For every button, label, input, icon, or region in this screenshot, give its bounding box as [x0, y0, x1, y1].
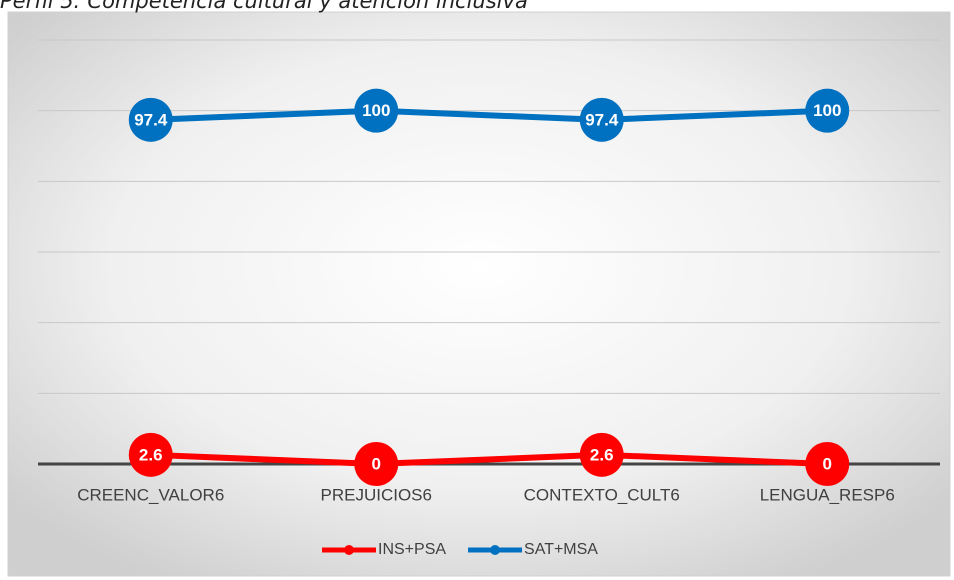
x-tick-label: CREENC_VALOR6 [77, 485, 224, 504]
legend-label: INS+PSA [378, 541, 446, 558]
x-tick-label: CONTEXTO_CULT6 [524, 485, 680, 504]
data-label: 100 [362, 101, 390, 120]
legend-marker [490, 545, 501, 555]
data-label: 0 [372, 454, 381, 473]
data-point [128, 97, 173, 142]
data-label: 97.4 [134, 110, 168, 129]
legend-label: SAT+MSA [524, 541, 598, 558]
chart-title: Perfil 5: Competencia cultural y atenció… [0, 0, 528, 13]
data-label: 100 [813, 101, 841, 120]
data-label: 2.6 [590, 445, 614, 464]
data-label: 0 [823, 454, 832, 473]
series-line [150, 451, 828, 468]
series-line [150, 107, 828, 123]
data-point [805, 442, 850, 486]
legend-marker [344, 545, 354, 555]
data-point [354, 442, 399, 486]
data-label: 97.4 [585, 110, 619, 129]
data-point [805, 88, 850, 133]
data-point [354, 88, 399, 133]
data-point [579, 97, 624, 142]
data-label: 2.6 [139, 445, 163, 464]
x-tick-label: LENGUA_RESP6 [760, 485, 895, 504]
data-point [128, 432, 173, 477]
x-tick-label: PREJUICIOS6 [321, 485, 432, 504]
data-point [579, 432, 624, 477]
